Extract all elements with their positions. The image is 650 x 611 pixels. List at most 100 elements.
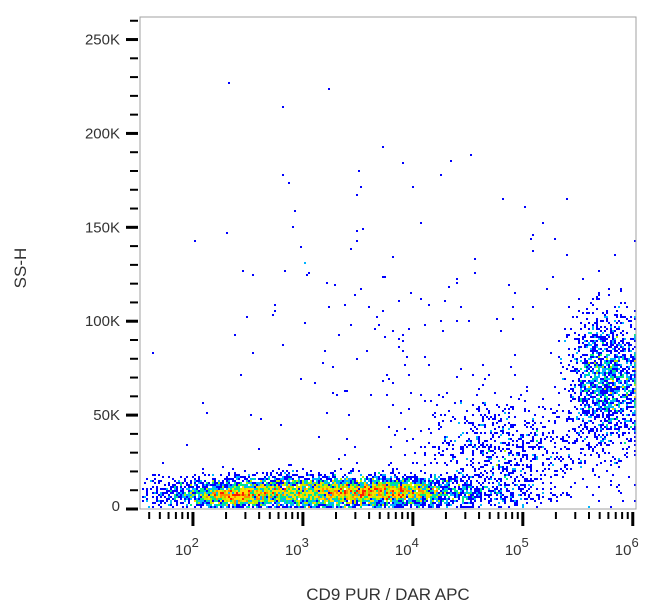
data-point <box>404 486 406 488</box>
data-point <box>598 368 600 370</box>
data-point <box>542 488 544 490</box>
data-point <box>612 334 614 336</box>
data-point <box>608 354 610 356</box>
data-point <box>434 416 436 418</box>
data-point <box>478 476 480 478</box>
data-point <box>592 380 594 382</box>
data-point <box>634 380 636 382</box>
data-point <box>486 464 488 466</box>
data-point <box>286 490 288 492</box>
data-point <box>408 500 410 502</box>
data-point <box>634 376 636 378</box>
data-point <box>584 324 586 326</box>
data-point <box>466 420 468 422</box>
data-point <box>512 306 514 308</box>
data-point <box>466 464 468 466</box>
data-point <box>580 436 582 438</box>
data-point <box>438 424 440 426</box>
data-point <box>578 384 580 386</box>
data-point <box>390 498 392 500</box>
data-point <box>604 442 606 444</box>
data-point <box>496 498 498 500</box>
data-point <box>434 482 436 484</box>
data-point <box>446 392 448 394</box>
data-point <box>348 480 350 482</box>
data-point <box>202 500 204 502</box>
data-point <box>564 464 566 466</box>
data-point <box>242 480 244 482</box>
data-point <box>350 498 352 500</box>
data-point <box>584 366 586 368</box>
data-point <box>612 380 614 382</box>
data-point <box>258 498 260 500</box>
data-point <box>180 488 182 490</box>
data-point <box>424 498 426 500</box>
data-point <box>422 478 424 480</box>
data-point <box>340 484 342 486</box>
data-point <box>258 448 260 450</box>
data-point <box>596 378 598 380</box>
data-point <box>626 360 628 362</box>
data-point <box>290 484 292 486</box>
data-point <box>290 486 292 488</box>
data-point <box>620 322 622 324</box>
data-point <box>598 388 600 390</box>
data-point <box>376 478 378 480</box>
data-point <box>624 400 626 402</box>
data-point <box>396 496 398 498</box>
data-point <box>168 496 170 498</box>
data-point <box>468 506 470 508</box>
data-point <box>582 342 584 344</box>
data-point <box>286 504 288 506</box>
data-point <box>586 398 588 400</box>
data-point <box>632 388 634 390</box>
data-point <box>504 476 506 478</box>
data-point <box>294 500 296 502</box>
data-point <box>610 328 612 330</box>
data-point <box>330 494 332 496</box>
data-point <box>334 500 336 502</box>
data-point <box>626 426 628 428</box>
data-point <box>354 486 356 488</box>
data-point <box>278 498 280 500</box>
data-point <box>622 448 624 450</box>
data-point <box>432 482 434 484</box>
data-point <box>522 446 524 448</box>
data-point <box>322 506 324 508</box>
data-point <box>428 304 430 306</box>
data-point <box>226 500 228 502</box>
data-point <box>366 486 368 488</box>
data-point <box>220 482 222 484</box>
data-point <box>426 498 428 500</box>
data-point <box>618 356 620 358</box>
data-point <box>282 174 284 176</box>
data-point <box>262 486 264 488</box>
data-point <box>622 414 624 416</box>
data-point <box>592 372 594 374</box>
data-point <box>350 470 352 472</box>
data-point <box>454 496 456 498</box>
data-point <box>246 494 248 496</box>
data-point <box>362 494 364 496</box>
data-point <box>614 370 616 372</box>
data-point <box>278 480 280 482</box>
data-point <box>346 486 348 488</box>
data-point <box>392 256 394 258</box>
data-point <box>406 504 408 506</box>
data-point <box>312 486 314 488</box>
data-point <box>448 498 450 500</box>
data-point <box>214 504 216 506</box>
data-point <box>578 400 580 402</box>
data-point <box>228 494 230 496</box>
data-point <box>552 452 554 454</box>
data-point <box>358 490 360 492</box>
data-point <box>446 442 448 444</box>
data-point <box>516 504 518 506</box>
data-point <box>438 492 440 494</box>
data-point <box>526 422 528 424</box>
data-point <box>366 484 368 486</box>
data-point <box>286 488 288 490</box>
data-point <box>400 494 402 496</box>
data-point <box>466 492 468 494</box>
data-point <box>152 474 154 476</box>
